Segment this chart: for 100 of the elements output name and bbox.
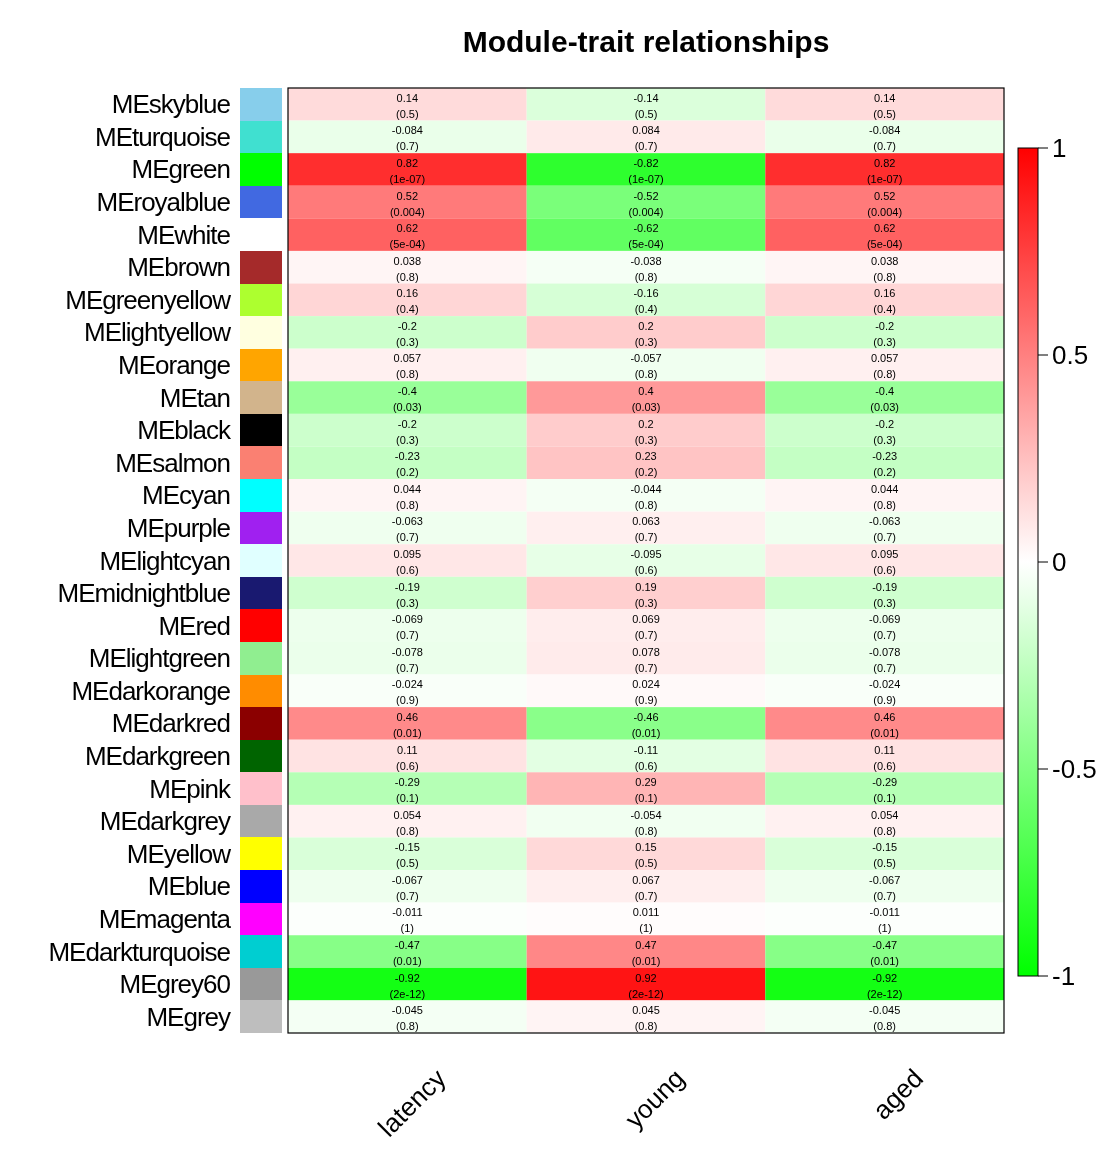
data-label: -0.069 (0.7)	[869, 613, 901, 642]
data-label: -0.47 (0.01)	[392, 939, 422, 968]
data-label: -0.063 (0.7)	[391, 515, 423, 544]
data-label: 0.063 (0.7)	[632, 515, 660, 544]
y-tick-label: MEblue	[147, 871, 231, 902]
data-label: 0.14 (0.5)	[873, 91, 896, 120]
data-label: -0.23 (0.2)	[872, 450, 898, 479]
y-tick-label: MEcyan	[142, 480, 230, 511]
data-label: -0.11 (0.6)	[633, 743, 659, 772]
data-label: -0.063 (0.7)	[869, 515, 901, 544]
color-bar-label: -1	[1052, 961, 1076, 991]
data-label: -0.29 (0.1)	[872, 776, 898, 805]
data-label: -0.92 (2e-12)	[389, 971, 426, 1000]
data-label: 0.23 (0.2)	[634, 450, 658, 479]
data-label: -0.095 (0.6)	[630, 548, 662, 576]
y-tick-label: MElightgreen	[88, 643, 230, 674]
data-label: 0.4 (0.03)	[631, 385, 661, 414]
data-label: 0.29 (0.1)	[634, 776, 658, 805]
data-label: -0.024 (0.9)	[869, 678, 901, 707]
data-label: 0.62 (5e-04)	[389, 222, 426, 251]
data-label: 0.2 (0.3)	[634, 417, 658, 446]
data-label: -0.045 (0.8)	[391, 1004, 423, 1033]
data-label: -0.024 (0.9)	[391, 678, 423, 707]
y-tick-label: MEmagenta	[98, 903, 232, 934]
y-tick-label: MEdarkgreen	[84, 741, 230, 772]
data-label: 0.92 (2e-12)	[628, 971, 664, 1000]
data-label: 0.044 (0.8)	[393, 482, 422, 511]
data-label: -0.92 (2e-12)	[866, 971, 903, 1000]
data-label: 0.024 (0.9)	[632, 678, 660, 707]
y-tick-label: MEbrown	[127, 252, 230, 283]
data-label: -0.46 (0.01)	[631, 710, 661, 739]
color-bar-label: -0.5	[1052, 754, 1097, 784]
data-label: 0.069 (0.7)	[632, 613, 660, 642]
y-tick-label: MEwhite	[137, 219, 231, 250]
data-label: -0.4 (0.03)	[392, 385, 422, 414]
data-label: 0.52 (0.004)	[867, 189, 903, 218]
data-label: 0.054 (0.8)	[870, 808, 899, 837]
data-label: -0.067 (0.7)	[869, 873, 901, 902]
data-label: -0.2 (0.3)	[396, 319, 419, 348]
y-tick-label: MEyellow	[126, 838, 232, 869]
data-label: 0.16 (0.4)	[396, 287, 419, 316]
data-label: -0.52 (0.004)	[628, 189, 664, 218]
color-bar-label: 0	[1052, 547, 1067, 577]
data-label: 0.038 (0.8)	[393, 254, 422, 283]
y-tick-label: MEdarkturquoise	[48, 936, 231, 967]
data-label: -0.47 (0.01)	[870, 939, 900, 968]
data-label: 0.46 (0.01)	[870, 710, 900, 739]
data-label: 0.038 (0.8)	[870, 254, 899, 283]
data-label: -0.078 (0.7)	[869, 645, 901, 674]
data-label: -0.15 (0.5)	[394, 841, 420, 870]
data-label: 0.078 (0.7)	[632, 645, 660, 674]
data-label: 0.16 (0.4)	[873, 287, 896, 316]
data-label: -0.2 (0.3)	[873, 319, 896, 348]
data-label: -0.011 (1)	[869, 906, 900, 935]
y-tick-label: MEdarkgrey	[99, 806, 231, 837]
data-label: -0.2 (0.3)	[396, 417, 419, 446]
data-label: 0.46 (0.01)	[392, 710, 422, 739]
data-label: -0.067 (0.7)	[391, 873, 423, 902]
color-bar-label: 1	[1052, 133, 1067, 163]
data-label: -0.82 (1e-07)	[628, 156, 664, 185]
data-label: -0.045 (0.8)	[869, 1004, 901, 1033]
data-label: -0.054 (0.8)	[630, 808, 662, 837]
data-label: 0.057 (0.8)	[870, 352, 899, 381]
y-tick-label: MEtan	[159, 382, 230, 413]
data-label: 0.2 (0.3)	[634, 319, 658, 348]
data-label: 0.52 (0.004)	[389, 189, 425, 218]
chart-title: Module-trait relationships	[462, 25, 830, 58]
y-tick-label: MEdarkred	[111, 708, 230, 739]
data-label: 0.054 (0.8)	[393, 808, 422, 837]
y-tick-label: MEsalmon	[115, 447, 230, 478]
data-label: -0.23 (0.2)	[394, 450, 420, 479]
y-tick-label: MEgreen	[131, 154, 230, 185]
data-label: 0.045 (0.8)	[632, 1004, 660, 1033]
y-tick-label: MEturquoise	[95, 121, 231, 152]
data-label: 0.095 (0.6)	[393, 548, 422, 576]
y-tick-label: MEgreenyellow	[65, 284, 232, 315]
y-tick-label: MEskyblue	[111, 89, 231, 120]
y-tick-label: MEpurple	[126, 512, 231, 543]
y-tick-label: MEorange	[118, 349, 231, 380]
data-label: -0.038 (0.8)	[630, 254, 662, 283]
data-label: -0.4 (0.03)	[870, 385, 900, 414]
data-label: 0.15 (0.5)	[634, 841, 658, 870]
data-label: 0.82 (1e-07)	[389, 156, 426, 185]
data-label: 0.11 (0.6)	[396, 743, 419, 772]
data-label: -0.044 (0.8)	[630, 482, 662, 511]
data-label: 0.14 (0.5)	[396, 91, 419, 120]
y-tick-label: MEmidnightblue	[57, 578, 231, 609]
y-tick-label: MEred	[158, 610, 230, 641]
data-label: 0.044 (0.8)	[870, 482, 899, 511]
data-label: -0.15 (0.5)	[872, 841, 898, 870]
data-label: 0.011 (1)	[632, 906, 660, 935]
data-label: -0.14 (0.5)	[633, 91, 659, 120]
data-label: 0.095 (0.6)	[870, 548, 899, 576]
data-label: 0.057 (0.8)	[393, 352, 422, 381]
data-label: 0.19 (0.3)	[634, 580, 658, 609]
data-label: 0.82 (1e-07)	[866, 156, 903, 185]
data-label: -0.62 (5e-04)	[628, 222, 664, 251]
y-tick-label: MElightyellow	[84, 317, 232, 348]
data-label: -0.16 (0.4)	[633, 287, 659, 316]
data-label: 0.47 (0.01)	[631, 939, 661, 968]
